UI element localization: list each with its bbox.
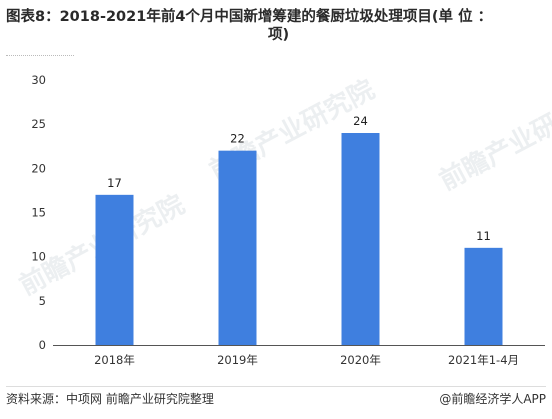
chart-title-line-2: 项) xyxy=(268,27,290,43)
chart-title-line-1: 图表8：2018-2021年前4个月中国新增筹建的餐厨垃圾处理项目(单 位 ： xyxy=(6,9,493,25)
footer: 资料来源：中项网 前瞻产业研究院整理 @前瞻经济学人APP xyxy=(6,390,546,408)
bar xyxy=(218,150,257,345)
x-tick-label: 2019年 xyxy=(217,353,258,367)
y-tick-label: 10 xyxy=(31,250,46,264)
data-label: 22 xyxy=(230,132,245,146)
y-tick-label: 20 xyxy=(31,161,46,175)
y-tick-label: 0 xyxy=(39,338,46,352)
footer-divider xyxy=(6,386,546,387)
chart-title: 图表8：2018-2021年前4个月中国新增筹建的餐厨垃圾处理项目(单 位 ： … xyxy=(6,8,546,44)
bar xyxy=(464,247,503,345)
x-tick-label: 2020年 xyxy=(340,353,381,367)
y-tick-label: 30 xyxy=(31,73,46,87)
data-label: 24 xyxy=(353,114,368,128)
bar xyxy=(95,194,134,345)
title-divider xyxy=(6,55,74,56)
source-note: 资料来源：中项网 前瞻产业研究院整理 xyxy=(6,392,214,406)
bar-chart: 0 5 10 15 20 25 30 17 2018年 22 2019年 24 2020年 11 2021年… xyxy=(31,73,545,367)
bar xyxy=(341,133,380,345)
x-tick-label: 2021年1-4月 xyxy=(448,353,519,367)
y-tick-label: 25 xyxy=(31,117,46,131)
data-label: 11 xyxy=(476,229,491,243)
x-tick-label: 2018年 xyxy=(94,353,135,367)
data-label: 17 xyxy=(107,176,122,190)
y-tick-label: 5 xyxy=(39,294,46,308)
brand-credit: @前瞻经济学人APP xyxy=(439,392,546,406)
y-tick-label: 15 xyxy=(31,206,46,220)
